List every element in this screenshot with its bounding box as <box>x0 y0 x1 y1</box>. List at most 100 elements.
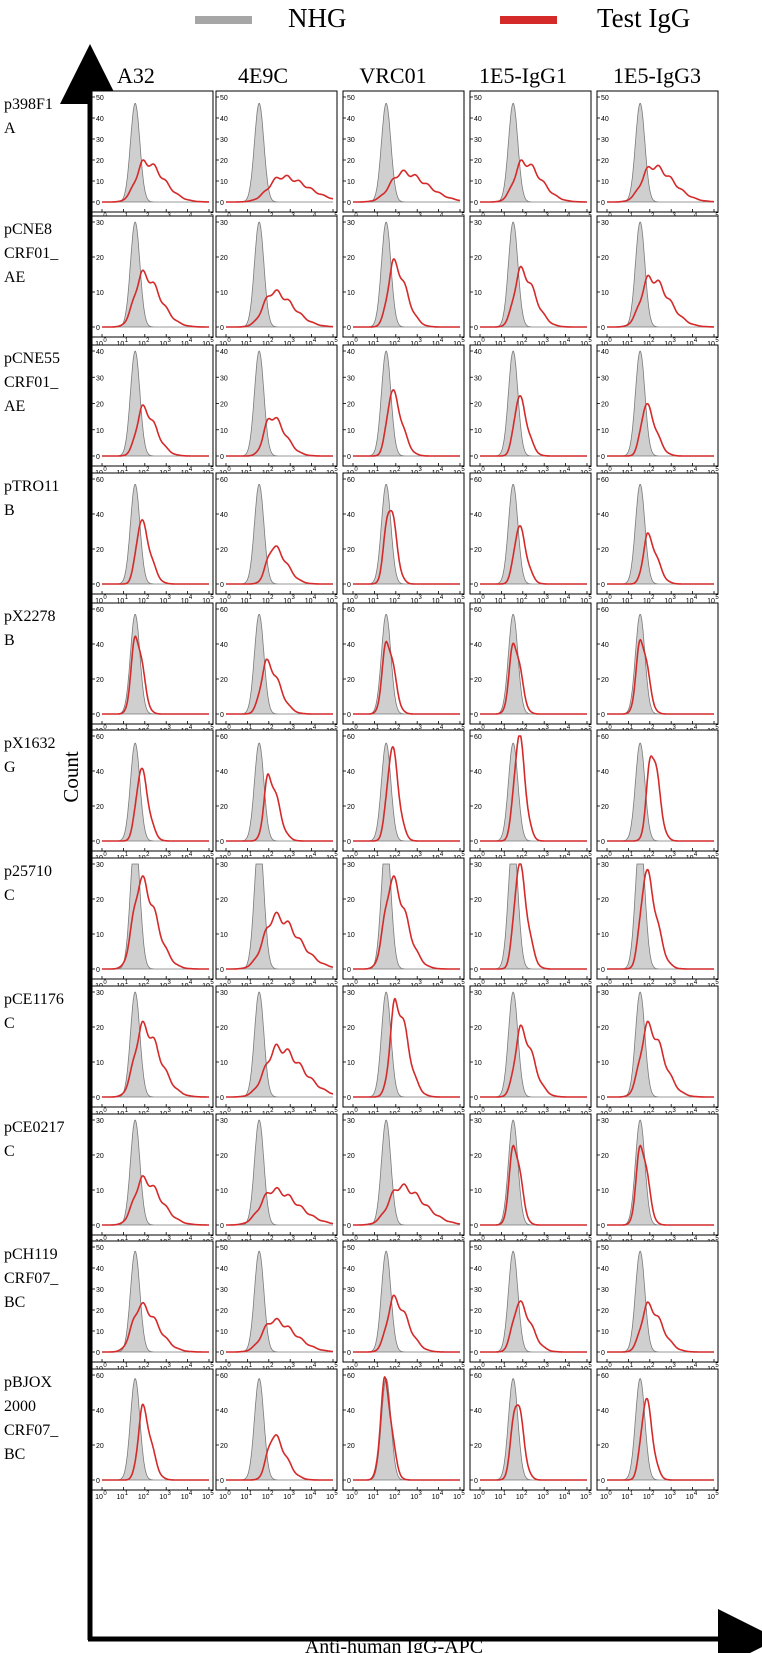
y-tick-label: 20 <box>601 158 609 165</box>
x-tick-exponent: 2 <box>651 852 655 858</box>
y-tick-label: 40 <box>474 1408 482 1415</box>
x-tick-exponent: 2 <box>146 1236 150 1242</box>
y-tick-label: 30 <box>474 862 482 869</box>
y-tick-label: 20 <box>96 158 104 165</box>
y-tick-label: 60 <box>601 477 609 484</box>
x-tick-exponent: 1 <box>249 725 253 731</box>
x-tick-exponent: 5 <box>210 1236 214 1242</box>
x-tick-exponent: 4 <box>313 1108 317 1114</box>
test-igg-histogram <box>353 169 461 203</box>
x-tick-exponent: 0 <box>608 1491 612 1497</box>
x-tick-exponent: 3 <box>168 1491 172 1497</box>
y-tick-label: 30 <box>96 1287 104 1294</box>
x-tick-exponent: 1 <box>376 1108 380 1114</box>
x-tick-exponent: 1 <box>249 980 253 986</box>
x-tick-exponent: 5 <box>588 725 592 731</box>
x-tick-exponent: 0 <box>103 1363 107 1369</box>
x-tick-exponent: 2 <box>397 1363 401 1369</box>
x-tick-exponent: 3 <box>168 467 172 473</box>
x-tick-exponent: 5 <box>210 1363 214 1369</box>
y-tick-label: 20 <box>220 677 228 684</box>
x-tick-exponent: 0 <box>608 1108 612 1114</box>
x-tick-exponent: 1 <box>249 338 253 344</box>
x-tick-exponent: 0 <box>354 338 358 344</box>
y-tick-label: 20 <box>474 1443 482 1450</box>
y-tick-label: 0 <box>347 454 351 461</box>
row-label-line: p25710 <box>4 863 52 880</box>
x-tick-exponent: 5 <box>461 338 465 344</box>
x-tick-exponent: 3 <box>419 1236 423 1242</box>
y-tick-label: 20 <box>347 897 355 904</box>
x-tick-label: 10 <box>516 598 524 605</box>
panel-frame <box>596 1368 719 1491</box>
x-tick-exponent: 2 <box>270 467 274 473</box>
panel-frame <box>91 472 214 595</box>
y-tick-label: 30 <box>601 862 609 869</box>
y-tick-label: 40 <box>220 769 228 776</box>
x-tick-exponent: 1 <box>125 1108 129 1114</box>
y-tick-label: 20 <box>220 804 228 811</box>
x-tick-exponent: 1 <box>125 1363 129 1369</box>
x-tick-exponent: 2 <box>146 467 150 473</box>
y-tick-label: 40 <box>96 1266 104 1273</box>
column-header: 4E9C <box>238 63 288 88</box>
test-igg-histogram <box>607 1397 714 1481</box>
panel-frame <box>215 344 338 467</box>
y-tick-label: 40 <box>347 512 355 519</box>
x-tick-exponent: 5 <box>210 980 214 986</box>
x-tick-exponent: 3 <box>673 1108 677 1114</box>
x-tick-exponent: 1 <box>249 852 253 858</box>
y-tick-label: 10 <box>220 290 228 297</box>
y-tick-label: 0 <box>96 454 100 461</box>
panel-frame <box>215 90 338 213</box>
y-tick-label: 10 <box>474 932 482 939</box>
y-tick-label: 0 <box>220 967 224 974</box>
test-igg-histogram <box>480 159 587 203</box>
x-tick-exponent: 3 <box>292 1108 296 1114</box>
x-tick-exponent: 3 <box>168 595 172 601</box>
x-tick-label: 10 <box>159 598 167 605</box>
histogram-panel: 3020100100101102103104105 <box>342 215 465 348</box>
x-tick-exponent: 3 <box>546 1108 550 1114</box>
x-tick-label: 10 <box>389 598 397 605</box>
nhg-histogram <box>226 1119 333 1226</box>
x-tick-exponent: 2 <box>524 852 528 858</box>
x-tick-exponent: 5 <box>715 852 719 858</box>
histogram-panel: 3020100100101102103104105 <box>91 857 214 990</box>
test-igg-histogram <box>607 755 714 842</box>
legend-label-nhg: NHG <box>288 3 347 33</box>
y-tick-label: 0 <box>220 839 224 846</box>
y-tick-label: 0 <box>347 1095 351 1102</box>
test-igg-histogram <box>226 1043 333 1098</box>
y-tick-label: 60 <box>220 734 228 741</box>
y-tick-label: 60 <box>96 477 104 484</box>
histogram-panel: 3020100100101102103104105 <box>596 1113 719 1246</box>
y-tick-label: 10 <box>347 290 355 297</box>
x-tick-label: 10 <box>346 1494 354 1501</box>
test-igg-histogram <box>226 1434 333 1481</box>
x-tick-exponent: 1 <box>125 1491 129 1497</box>
x-tick-label: 10 <box>410 598 418 605</box>
x-tick-exponent: 0 <box>481 338 485 344</box>
y-tick-label: 10 <box>96 932 104 939</box>
y-tick-label: 10 <box>474 290 482 297</box>
y-tick-label: 30 <box>474 220 482 227</box>
y-tick-label: 30 <box>220 220 228 227</box>
y-tick-label: 30 <box>220 137 228 144</box>
x-tick-exponent: 4 <box>189 1491 193 1497</box>
x-tick-exponent: 0 <box>103 1491 107 1497</box>
y-tick-label: 30 <box>220 1287 228 1294</box>
x-tick-exponent: 2 <box>651 1491 655 1497</box>
y-tick-label: 40 <box>220 349 228 356</box>
x-tick-exponent: 1 <box>503 338 507 344</box>
y-tick-label: 60 <box>347 607 355 614</box>
y-tick-label: 60 <box>474 607 482 614</box>
x-tick-exponent: 5 <box>461 1491 465 1497</box>
x-tick-label: 10 <box>432 1494 440 1501</box>
panel-frame <box>596 215 719 338</box>
x-tick-exponent: 3 <box>292 467 296 473</box>
y-tick-label: 40 <box>601 642 609 649</box>
